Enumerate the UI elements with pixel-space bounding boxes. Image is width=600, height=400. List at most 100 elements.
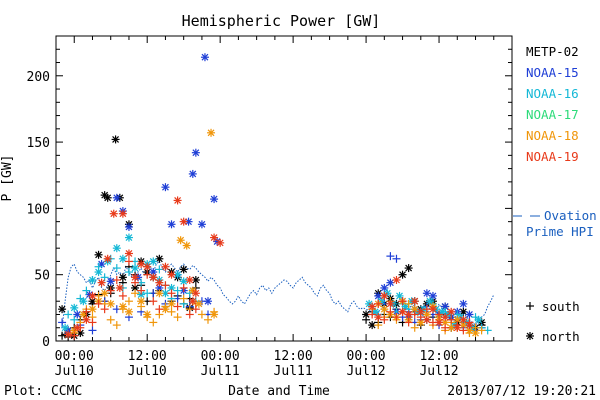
marker-stroke — [192, 276, 200, 284]
north-marker — [100, 289, 109, 298]
marker-stroke — [162, 183, 169, 191]
legend-item-noaa-17: NOAA-17 — [526, 107, 579, 122]
south-marker — [179, 294, 188, 303]
north-marker — [106, 277, 115, 286]
south-marker — [398, 297, 407, 306]
marker-stroke — [86, 291, 93, 299]
south-marker — [88, 326, 97, 335]
marker-stroke — [371, 308, 379, 316]
marker-stroke — [466, 321, 473, 329]
marker-stroke — [198, 220, 206, 228]
north-marker — [58, 305, 67, 314]
y-axis: 0 50 100 150 200 — [27, 35, 512, 350]
marker-stroke — [426, 297, 434, 305]
marker-stroke — [155, 289, 163, 297]
y-tick-label: 150 — [27, 136, 50, 151]
south-marker — [155, 305, 164, 314]
marker-stroke — [186, 276, 194, 284]
north-marker — [416, 307, 425, 316]
north-marker — [88, 291, 97, 300]
north-marker — [88, 276, 97, 284]
south-marker — [204, 315, 212, 324]
marker-stroke — [162, 263, 169, 271]
north-marker — [188, 297, 197, 306]
marker-stroke — [73, 311, 81, 318]
marker-stroke — [216, 239, 224, 247]
marker-stroke — [119, 303, 127, 310]
marker-stroke — [429, 305, 437, 313]
south-marker — [374, 299, 383, 308]
south-marker — [404, 318, 413, 327]
legend-ovation-line1: Ovation — [544, 208, 597, 223]
plot-area — [55, 35, 513, 342]
north-marker — [131, 273, 140, 282]
marker-stroke — [459, 308, 467, 316]
marker-stroke — [204, 297, 212, 305]
north-marker — [210, 195, 219, 204]
x-tick-time-label: 12:00 — [419, 349, 458, 364]
north-marker — [155, 289, 164, 298]
north-marker — [167, 270, 176, 279]
north-marker — [124, 249, 133, 258]
south-marker — [82, 286, 91, 295]
marker-stroke — [417, 319, 425, 326]
y-tick-label: 200 — [27, 70, 50, 85]
north-marker — [149, 273, 158, 282]
marker-stroke — [119, 255, 127, 263]
marker-stroke — [189, 170, 197, 178]
legend-north-symbol — [526, 332, 534, 340]
x-tick-time-label: 12:00 — [128, 349, 167, 364]
marker-stroke — [98, 279, 106, 287]
marker-stroke — [393, 276, 400, 284]
south-marker — [112, 264, 121, 273]
marker-stroke — [89, 292, 96, 300]
marker-stroke — [162, 305, 169, 313]
marker-stroke — [61, 324, 69, 332]
north-marker — [210, 233, 219, 242]
north-marker — [94, 250, 103, 259]
marker-stroke — [417, 308, 425, 316]
marker-stroke — [168, 300, 175, 308]
marker-stroke — [447, 308, 455, 316]
north-marker — [398, 307, 407, 316]
south-marker — [447, 315, 456, 324]
marker-stroke — [116, 284, 124, 292]
south-marker — [459, 326, 468, 335]
marker-stroke — [168, 271, 175, 279]
marker-stroke — [423, 311, 431, 318]
south-marker — [112, 321, 121, 330]
marker-stroke — [438, 308, 446, 316]
south-marker — [179, 283, 188, 292]
marker-stroke — [386, 279, 394, 287]
north-marker — [124, 222, 133, 231]
south-marker — [124, 268, 133, 277]
north-marker — [428, 305, 437, 314]
north-marker — [167, 299, 176, 308]
marker-stroke — [89, 305, 96, 313]
marker-stroke — [107, 300, 115, 308]
marker-stroke — [411, 305, 419, 313]
legend-south-label: south — [542, 299, 580, 314]
plot-frame — [55, 35, 513, 342]
marker-stroke — [131, 264, 139, 272]
y-axis-label: P [GW] — [0, 155, 15, 202]
north-marker — [441, 313, 450, 322]
marker-stroke — [207, 129, 215, 137]
north-marker — [200, 53, 209, 62]
y-tick-label: 50 — [34, 269, 50, 284]
x-axis-label: Date and Time — [228, 384, 330, 399]
south-marker — [173, 313, 182, 322]
north-marker — [155, 278, 164, 287]
marker-stroke — [441, 303, 449, 310]
y-tick-label: 100 — [27, 202, 50, 217]
marker-stroke — [362, 311, 370, 318]
marker-stroke — [155, 279, 163, 287]
north-marker — [173, 196, 182, 205]
marker-stroke — [125, 250, 133, 257]
x-tick-date-label: Jul10 — [128, 364, 167, 379]
marker-stroke — [107, 277, 115, 285]
marker-stroke — [380, 292, 388, 300]
north-marker — [97, 278, 106, 287]
north-marker — [137, 297, 146, 306]
south-marker — [106, 315, 115, 324]
